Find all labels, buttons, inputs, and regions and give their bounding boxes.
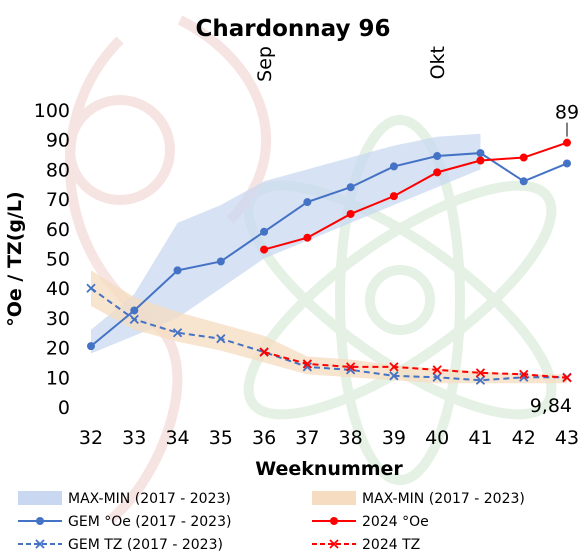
x-tick-label: 37 [295, 427, 319, 449]
data-point [475, 375, 486, 385]
x-tick-label: 43 [555, 427, 579, 449]
data-point [130, 306, 139, 315]
y-tick-label: 20 [46, 338, 70, 360]
y-tick-label: 10 [46, 367, 70, 389]
y-tick-label: 30 [46, 308, 70, 330]
legend-label: MAX-MIN (2017 - 2023) [68, 491, 231, 507]
data-point [432, 365, 442, 375]
legend-marker [330, 517, 338, 525]
data-point [433, 168, 442, 177]
y-tick-label: 70 [46, 189, 70, 211]
series-line [263, 351, 568, 379]
legend-entry: 2024 °Oe [312, 514, 429, 530]
series-line [90, 152, 568, 347]
data-point [389, 362, 399, 372]
legend-label: MAX-MIN (2017 - 2023) [362, 491, 525, 507]
x-tick-label: 42 [512, 427, 536, 449]
legend-marker [329, 539, 339, 549]
data-point [433, 152, 442, 161]
band-2 [91, 270, 567, 384]
x-tick-label: 41 [468, 427, 492, 449]
data-point [519, 177, 528, 186]
y-axis-title: °Oe / TZ(g/L) [4, 191, 26, 326]
data-point [563, 159, 571, 168]
data-point [476, 149, 485, 158]
series-4 [259, 347, 572, 383]
y-tick-label: 40 [46, 278, 70, 300]
data-point [346, 183, 355, 192]
month-labels: Sep Okt [254, 46, 449, 82]
series-lines [86, 138, 572, 385]
series-line [263, 141, 568, 251]
data-labels: 899,84 [530, 102, 579, 417]
x-tick-label: 34 [165, 427, 189, 449]
data-point [303, 198, 312, 207]
data-point [216, 334, 226, 344]
month-label: Okt [427, 46, 449, 79]
data-point [216, 257, 225, 266]
data-point [563, 138, 571, 147]
legend-label: GEM °Oe (2017 - 2023) [68, 514, 231, 530]
data-point [172, 328, 183, 338]
data-point [303, 233, 312, 242]
data-point [345, 362, 356, 372]
x-tick-label: 36 [252, 427, 276, 449]
legend-swatch [312, 491, 356, 505]
x-tick-label: 40 [425, 427, 449, 449]
series-line [90, 287, 567, 382]
series-2 [260, 138, 571, 254]
legend-entry: MAX-MIN (2017 - 2023) [18, 491, 231, 507]
data-point [259, 347, 269, 357]
data-point [86, 283, 96, 293]
x-tick-label: 32 [79, 427, 103, 449]
data-point [260, 227, 269, 236]
y-tick-label: 80 [46, 159, 70, 181]
y-tick-label: 90 [46, 130, 70, 152]
watermark-logo [65, 15, 557, 524]
x-tick-label: 39 [382, 427, 406, 449]
x-axis-ticks: 32 33 34 35 36 37 38 39 40 41 42 43 [79, 427, 579, 449]
x-tick-label: 38 [339, 427, 363, 449]
data-point [562, 373, 572, 383]
legend-entry: GEM TZ (2017 - 2023) [18, 537, 223, 553]
y-tick-label: 100 [34, 100, 70, 122]
legend-entry: GEM °Oe (2017 - 2023) [18, 514, 231, 530]
data-point [519, 369, 529, 379]
legend: MAX-MIN (2017 - 2023) MAX-MIN (2017 - 202… [18, 491, 525, 553]
data-point [129, 314, 139, 325]
data-point [87, 342, 95, 351]
data-point [389, 371, 399, 381]
data-point [260, 245, 269, 254]
x-tick-label: 33 [122, 427, 146, 449]
series-1 [87, 149, 571, 351]
data-point [476, 156, 485, 165]
legend-entry: 2024 TZ [312, 537, 420, 553]
data-point [346, 209, 355, 218]
month-label: Sep [254, 46, 276, 82]
y-tick-label: 0 [58, 397, 70, 419]
data-point [475, 368, 486, 378]
data-point [519, 153, 528, 162]
data-label: 9,84 [530, 395, 572, 417]
legend-marker [35, 539, 45, 549]
legend-swatch [18, 491, 62, 505]
legend-label: 2024 TZ [362, 537, 420, 553]
x-tick-label: 35 [209, 427, 233, 449]
y-tick-label: 60 [46, 219, 70, 241]
legend-marker [36, 517, 44, 525]
data-point [302, 359, 313, 369]
legend-label: 2024 °Oe [362, 514, 429, 530]
data-label: 89 [555, 102, 579, 124]
data-point [432, 372, 442, 382]
data-point [173, 266, 182, 275]
legend-label: GEM TZ (2017 - 2023) [68, 537, 223, 553]
y-tick-label: 50 [46, 249, 70, 271]
y-axis-ticks: 0 10 20 30 40 50 60 70 80 90 100 [34, 100, 70, 419]
chart-title: Chardonnay 96 [196, 16, 391, 42]
data-point [389, 192, 398, 201]
data-point [389, 162, 398, 171]
x-axis-title: Weeknummer [255, 458, 403, 480]
legend-entry: MAX-MIN (2017 - 2023) [312, 491, 525, 507]
